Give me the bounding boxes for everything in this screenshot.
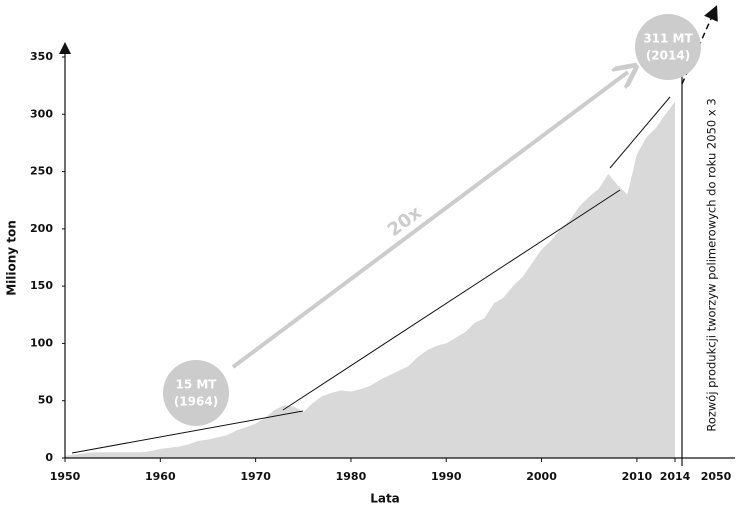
x-axis-label: Lata <box>370 492 400 506</box>
annotation: 15 MT <box>175 378 217 392</box>
trend-line <box>71 410 304 454</box>
x-tick-label: 1990 <box>431 470 462 483</box>
annotation: (2014) <box>646 49 690 63</box>
x-tick-label: 1970 <box>240 470 271 483</box>
x-tick-label: 2050 <box>701 470 732 483</box>
x-tick-label: 2010 <box>622 470 653 483</box>
y-tick-label: 200 <box>30 222 53 235</box>
projection-label: Rozwój produkcji tworzyw polimerowych do… <box>705 98 719 431</box>
annotation: 311 MT <box>643 32 693 46</box>
annotation: 20x <box>384 202 426 241</box>
y-tick-label: 50 <box>38 394 54 407</box>
y-tick-label: 300 <box>30 107 53 120</box>
y-tick-label: 350 <box>30 50 53 63</box>
x-tick-label: 1950 <box>50 470 81 483</box>
trend-line <box>609 96 671 169</box>
trend-line <box>282 189 621 411</box>
x-tick-label: 1980 <box>336 470 367 483</box>
y-tick-label: 100 <box>30 336 53 349</box>
x-tick-label: 2000 <box>526 470 557 483</box>
y-axis-label: Miliony ton <box>5 220 19 296</box>
x-tick-label: 1960 <box>145 470 176 483</box>
plot-area <box>65 101 675 458</box>
growth-arrow <box>231 72 628 369</box>
bubble <box>163 360 229 426</box>
bubble <box>635 14 701 80</box>
area <box>65 101 675 458</box>
x-tick-label: 2014 <box>660 470 691 483</box>
y-tick-label: 0 <box>45 451 53 464</box>
y-tick-label: 250 <box>30 165 53 178</box>
y-tick-label: 150 <box>30 279 53 292</box>
annotation: (1964) <box>174 395 218 409</box>
